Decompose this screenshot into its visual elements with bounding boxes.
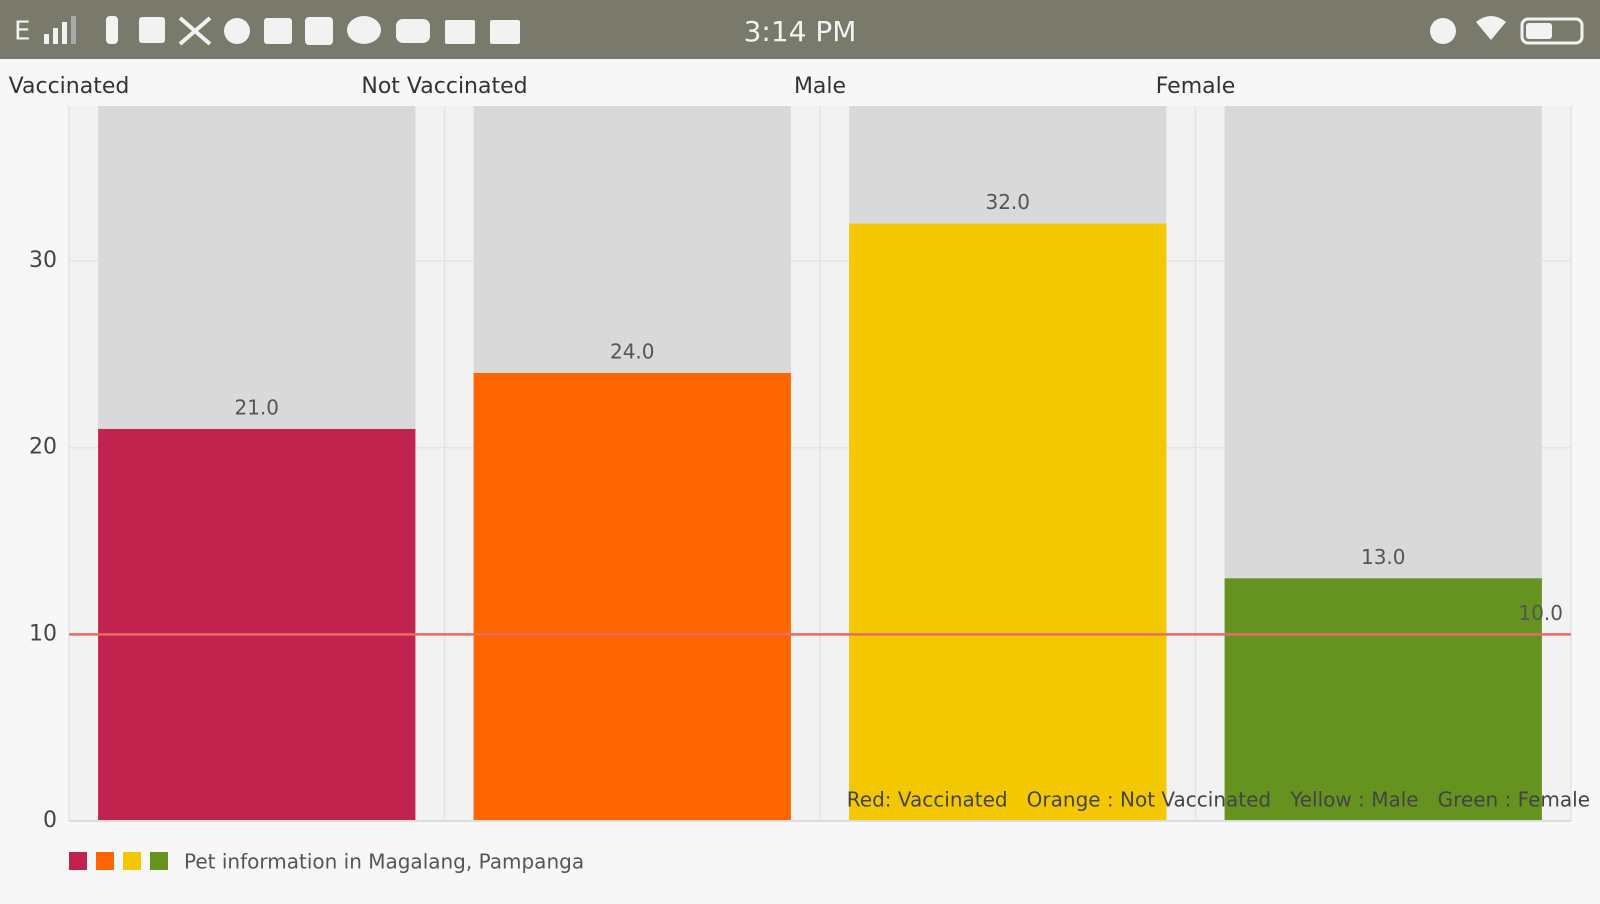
bar <box>849 223 1167 821</box>
y-tick-label: 20 <box>29 435 57 460</box>
value-label: 24.0 <box>610 339 655 363</box>
legend-swatch <box>69 852 87 870</box>
legend-swatch <box>150 852 168 870</box>
network-type: E <box>14 17 30 47</box>
legend-label: Pet information in Magalang, Pampanga <box>184 850 584 874</box>
category-label: Male <box>794 74 846 99</box>
y-tick-label: 10 <box>29 621 57 646</box>
y-tick-label: 0 <box>43 808 57 833</box>
bar <box>1224 578 1542 821</box>
value-label: 21.0 <box>234 395 279 419</box>
category-label: Not Vaccinated <box>361 74 527 99</box>
legend-swatch <box>123 852 141 870</box>
category-label: Female <box>1156 74 1236 99</box>
limit-line-label: 10.0 <box>1518 601 1563 625</box>
bar <box>98 428 416 821</box>
chart-description: Red: Vaccinated Orange : Not Vaccinated … <box>847 788 1590 812</box>
y-tick-label: 30 <box>29 248 57 273</box>
value-label: 13.0 <box>1361 545 1406 569</box>
bar <box>473 372 791 821</box>
status-icons <box>44 16 1584 46</box>
category-label: Vaccinated <box>9 74 130 99</box>
clock: 3:14 PM <box>744 15 857 48</box>
value-label: 32.0 <box>985 190 1030 214</box>
legend-swatch <box>96 852 114 870</box>
